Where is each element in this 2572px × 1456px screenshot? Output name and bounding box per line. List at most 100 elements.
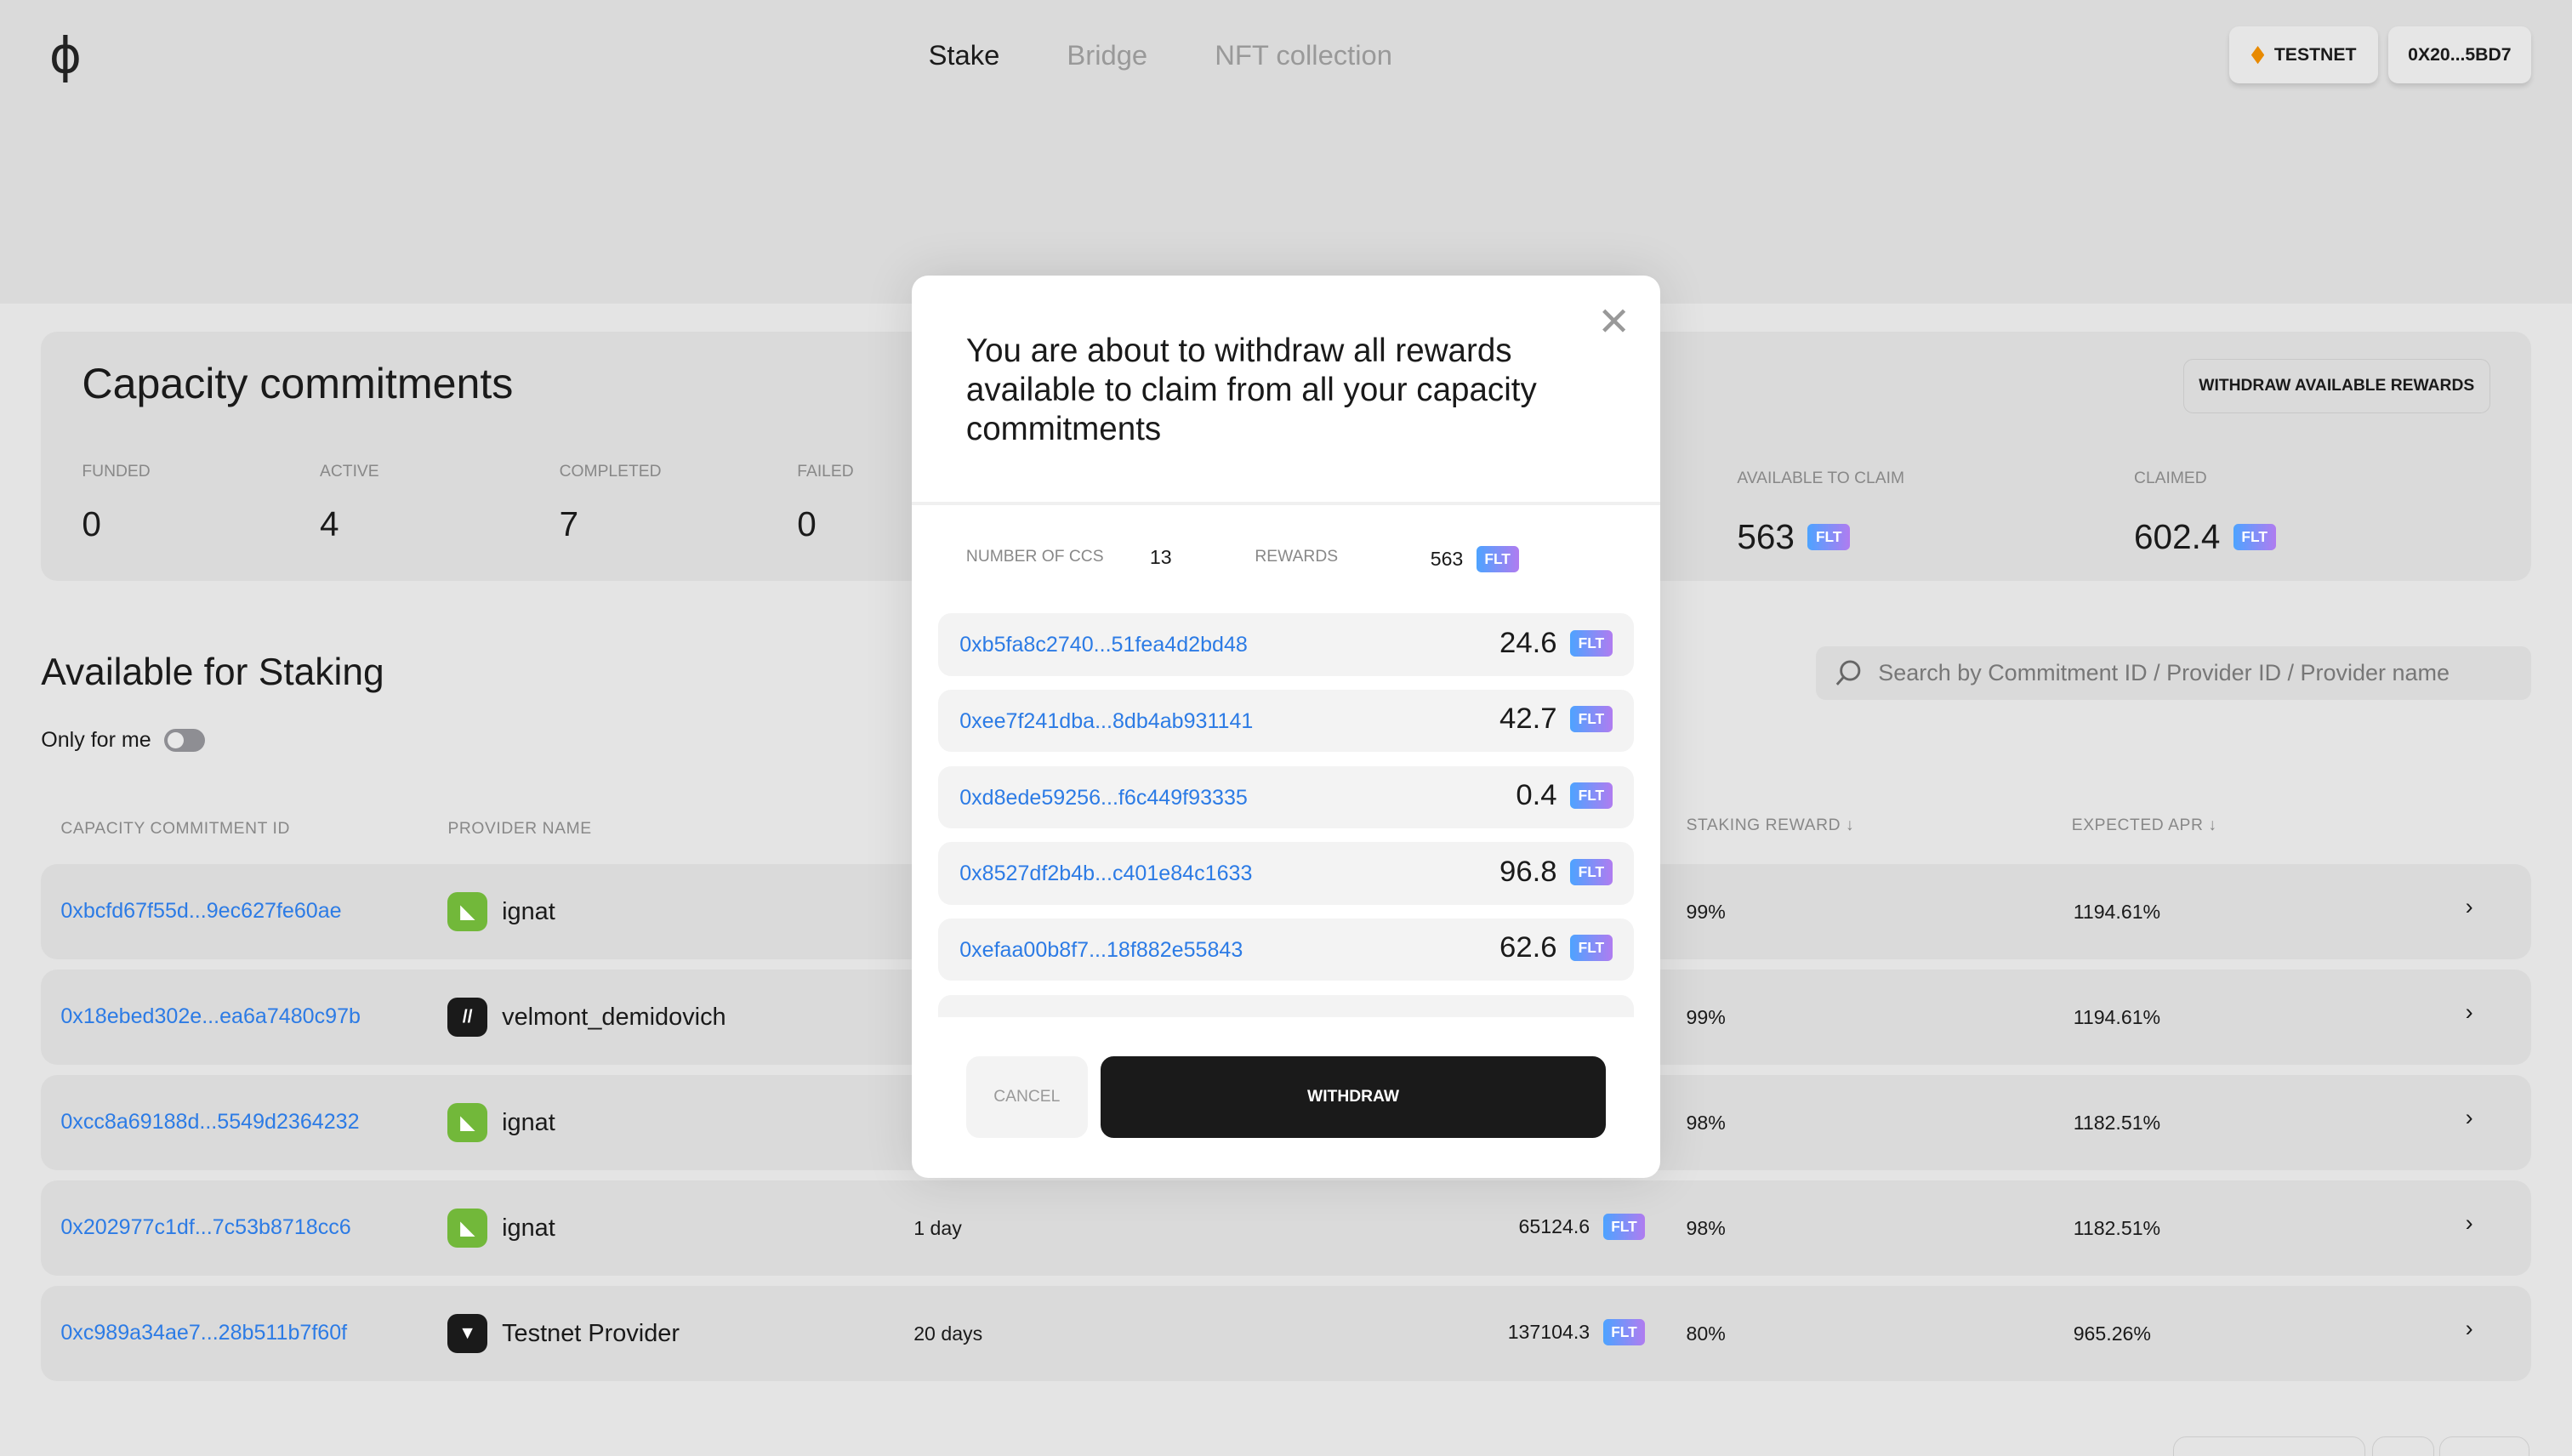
chevron-right-icon[interactable]: ›	[2465, 1105, 2473, 1131]
rewards-value: 563	[1430, 548, 1464, 571]
provider-name: ignat	[502, 1108, 555, 1136]
chevron-right-icon[interactable]: ›	[2465, 894, 2473, 920]
provider-avatar: ◣	[447, 892, 487, 932]
staking-title: Available for Staking	[41, 651, 384, 693]
commitment-id-link[interactable]: 0xd8ede59256...f6c449f93335	[959, 785, 1248, 810]
duration: 1 day	[913, 1216, 962, 1239]
expected-apr: 1182.51%	[2073, 1216, 2161, 1239]
toggle-label: Only for me	[41, 728, 151, 753]
commitment-id-link[interactable]: 0x18ebed302e...ea6a7480c97b	[60, 1004, 361, 1028]
col-provider-name[interactable]: PROVIDER NAME	[447, 820, 592, 839]
only-for-me-toggle[interactable]	[164, 729, 206, 753]
commitment-id-link[interactable]: 0x8527df2b4b...c401e84c1633	[959, 862, 1253, 886]
flt-badge: FLT	[1602, 1213, 1646, 1240]
search-input[interactable]: Search by Commitment ID / Provider ID / …	[1815, 646, 2531, 701]
pagination-info[interactable]	[2173, 1436, 2365, 1456]
ccs-value: 13	[1149, 546, 1172, 569]
expected-apr: 965.26%	[2073, 1322, 2151, 1345]
nav-bridge[interactable]: Bridge	[1067, 39, 1148, 71]
search-icon	[1835, 660, 1861, 686]
provider-name: velmont_demidovich	[502, 1003, 726, 1031]
stat-label: CLAIMED	[2134, 469, 2207, 487]
withdraw-available-rewards-button[interactable]: WITHDRAW AVAILABLE REWARDS	[2182, 359, 2490, 413]
chevron-right-icon[interactable]: ›	[2465, 1316, 2473, 1342]
col-expected-apr[interactable]: EXPECTED APR ↓	[2071, 816, 2217, 835]
flt-badge: FLT	[2233, 524, 2276, 551]
provider-name: Testnet Provider	[502, 1319, 680, 1347]
flt-badge: FLT	[1807, 524, 1851, 551]
provider-name: ignat	[502, 897, 555, 925]
header	[0, 0, 2572, 304]
stat-value: 0	[82, 503, 101, 543]
only-for-me: Only for me	[41, 728, 206, 753]
reward-item: 0xd8ede59256...f6c449f93335 0.4 FLT	[938, 765, 1634, 828]
network-button[interactable]: TESTNET	[2228, 26, 2379, 84]
commitment-id-link[interactable]: 0xcc8a69188d...5549d2364232	[60, 1109, 360, 1134]
staked-value: 137104.3	[1507, 1320, 1590, 1343]
col-commitment-id[interactable]: CAPACITY COMMITMENT ID	[60, 820, 290, 839]
chevron-right-icon[interactable]: ›	[2465, 1210, 2473, 1237]
flt-badge: FLT	[1569, 935, 1613, 962]
wallet-button[interactable]: 0X20...5BD7	[2387, 26, 2531, 84]
reward-list[interactable]: 0xb5fa8c2740...51fea4d2bd48 24.6 FLT 0xee7f…	[938, 613, 1634, 1017]
reward-item: 0xefaa00b8f7...18f882e55843 62.6 FLT	[938, 918, 1634, 981]
withdraw-modal: ✕ You are about to withdraw all rewards …	[912, 275, 1660, 1178]
nav-stake[interactable]: Stake	[928, 39, 1000, 71]
commitment-id-link[interactable]: 0xb5fa8c2740...51fea4d2bd48	[959, 633, 1248, 657]
commitment-id-link[interactable]: 0xbcfd67f55d...9ec627fe60ae	[60, 898, 342, 923]
expected-apr: 1182.51%	[2073, 1111, 2161, 1134]
stat-label: FUNDED	[82, 462, 151, 481]
staking-reward: 98%	[1686, 1111, 1726, 1134]
close-icon[interactable]: ✕	[1597, 298, 1630, 344]
provider-avatar: ◣	[447, 1103, 487, 1143]
commitment-id-link[interactable]: 0x202977c1df...7c53b8718cc6	[60, 1214, 351, 1239]
stat-value: 7	[559, 503, 579, 543]
network-diamond-icon	[2250, 45, 2265, 65]
chevron-right-icon[interactable]: ›	[2465, 999, 2473, 1026]
stat-label: FAILED	[797, 462, 854, 481]
pagination-next[interactable]	[2438, 1436, 2529, 1456]
table-row[interactable]: 0x202977c1df...7c53b8718cc6 ◣ ignat 1 day…	[41, 1180, 2531, 1277]
staking-reward: 98%	[1686, 1216, 1726, 1239]
provider: // velmont_demidovich	[447, 998, 726, 1038]
stat-value: 563	[1737, 517, 1795, 557]
stat-completed: COMPLETED 7	[560, 463, 662, 544]
staked-amount: 137104.3 FLT	[1507, 1318, 1646, 1345]
commitment-id-link[interactable]: 0xefaa00b8f7...18f882e55843	[959, 938, 1243, 963]
stat-value: 4	[320, 503, 339, 543]
col-staking-reward[interactable]: STAKING REWARD ↓	[1686, 816, 1855, 835]
provider-avatar: ▼	[447, 1314, 487, 1354]
stat-available: AVAILABLE TO CLAIM 563 FLT	[1737, 469, 1904, 558]
divider	[912, 502, 1660, 505]
modal-title: You are about to withdraw all rewards av…	[965, 332, 1537, 448]
provider: ◣ ignat	[447, 1103, 555, 1143]
provider-name: ignat	[502, 1214, 555, 1242]
pagination-prev[interactable]	[2371, 1436, 2434, 1456]
logo[interactable]: ϕ	[48, 26, 83, 84]
reward-amount: 0.4	[1516, 779, 1557, 812]
flt-badge: FLT	[1569, 782, 1613, 809]
provider-avatar: ◣	[447, 1209, 487, 1248]
reward-amount: 96.8	[1499, 855, 1557, 888]
provider: ◣ ignat	[447, 1209, 555, 1248]
commitment-id-link[interactable]: 0xc989a34ae7...28b511b7f60f	[60, 1320, 348, 1345]
duration: 20 days	[913, 1322, 983, 1345]
search-placeholder: Search by Commitment ID / Provider ID / …	[1878, 660, 2450, 686]
commitment-id-link[interactable]: 0xee7f241dba...8db4ab931141	[959, 709, 1254, 734]
expected-apr: 1194.61%	[2073, 900, 2161, 923]
reward-item: 0xb5fa8c2740...51fea4d2bd48 24.6 FLT	[938, 613, 1634, 676]
stat-label: COMPLETED	[559, 462, 662, 481]
reward-item-partial	[938, 994, 1634, 1017]
withdraw-button[interactable]: WITHDRAW	[1101, 1055, 1607, 1139]
expected-apr: 1194.61%	[2073, 1005, 2161, 1028]
cancel-button[interactable]: CANCEL	[965, 1055, 1088, 1139]
staked-amount: 65124.6 FLT	[1518, 1213, 1646, 1240]
nav-nft-collection[interactable]: NFT collection	[1215, 39, 1393, 71]
stat-label: AVAILABLE TO CLAIM	[1737, 469, 1905, 487]
capacity-title: Capacity commitments	[82, 360, 514, 408]
stat-value: 602.4	[2134, 517, 2221, 557]
table-row[interactable]: 0xc989a34ae7...28b511b7f60f ▼ Testnet Pro…	[41, 1286, 2531, 1382]
staked-value: 65124.6	[1518, 1214, 1590, 1237]
provider: ▼ Testnet Provider	[447, 1314, 680, 1354]
flt-badge: FLT	[1476, 546, 1519, 573]
